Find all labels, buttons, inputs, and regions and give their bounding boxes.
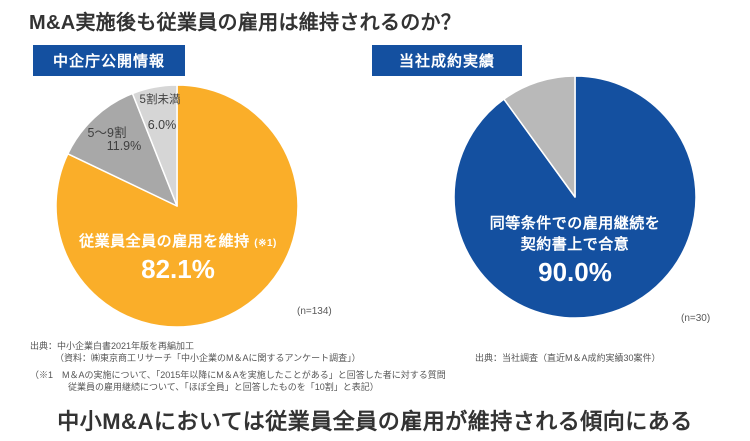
left-panel-badge: 中企庁公開情報 [33, 45, 185, 76]
pie-slice [131, 84, 178, 207]
left-pie-main-label-text: 従業員全員の雇用を維持 (※1) [79, 233, 277, 250]
right-panel-badge: 当社成約実績 [372, 45, 522, 76]
left-footnote-line2: 従業員の雇用継続について、「ほぼ全員」と回答したものを「10割」と表記） [68, 382, 379, 392]
left-pie-main-label: 従業員全員の雇用を維持 (※1) 82.1% [52, 230, 304, 285]
left-pie-slice-value-under-50pct: 6.0% [147, 118, 177, 132]
right-source-note: 出典：当社調査（直近M＆A成約実績30案件） [475, 353, 661, 363]
left-pie-chart [55, 84, 299, 328]
conclusion-headline: 中小M&Aにおいては従業員全員の雇用が維持される傾向にある [57, 409, 693, 434]
left-footnote: （※1 M＆Aの実施について、「2015年以降にM＆Aを実施したことがある」と回… [30, 369, 446, 393]
right-pie-main-label: 同等条件での雇用継続を 契約書上で合意 90.0% [450, 213, 700, 287]
right-pie-chart [453, 75, 697, 319]
left-source-line1: 出典：中小企業白書2021年版を再編加工 [30, 341, 195, 351]
left-pie-sample-size: (n=134) [297, 306, 332, 317]
pie-slice [503, 75, 576, 198]
right-pie-main-label-line1: 同等条件での雇用継続を [489, 215, 661, 232]
left-source-line2: （資料：㈱東京商工リサーチ「中小企業のM＆Aに関するアンケート調査」） [55, 353, 361, 363]
left-source-note: 出典：中小企業白書2021年版を再編加工 （資料：㈱東京商工リサーチ「中小企業の… [30, 340, 361, 364]
left-pie-main-value: 82.1% [141, 254, 215, 284]
footnote-ref: (※1) [254, 238, 277, 249]
right-pie-main-label-line2: 契約書上で合意 [520, 236, 630, 253]
page-title: M&A実施後も従業員の雇用は維持されるのか？ [29, 12, 462, 34]
left-footnote-line1: （※1 M＆Aの実施について、「2015年以降にM＆Aを実施したことがある」と回… [30, 370, 446, 380]
left-pie-slice-value-50-90pct: 11.9% [106, 139, 142, 153]
pie-slice [67, 92, 178, 207]
right-pie-main-value: 90.0% [538, 257, 612, 287]
left-pie-slice-label-under-50pct: 5割未満 [139, 94, 181, 106]
left-pie-slice-label-50-90pct: 5〜9割 [87, 126, 127, 140]
right-pie-sample-size: (n=30) [681, 313, 711, 324]
